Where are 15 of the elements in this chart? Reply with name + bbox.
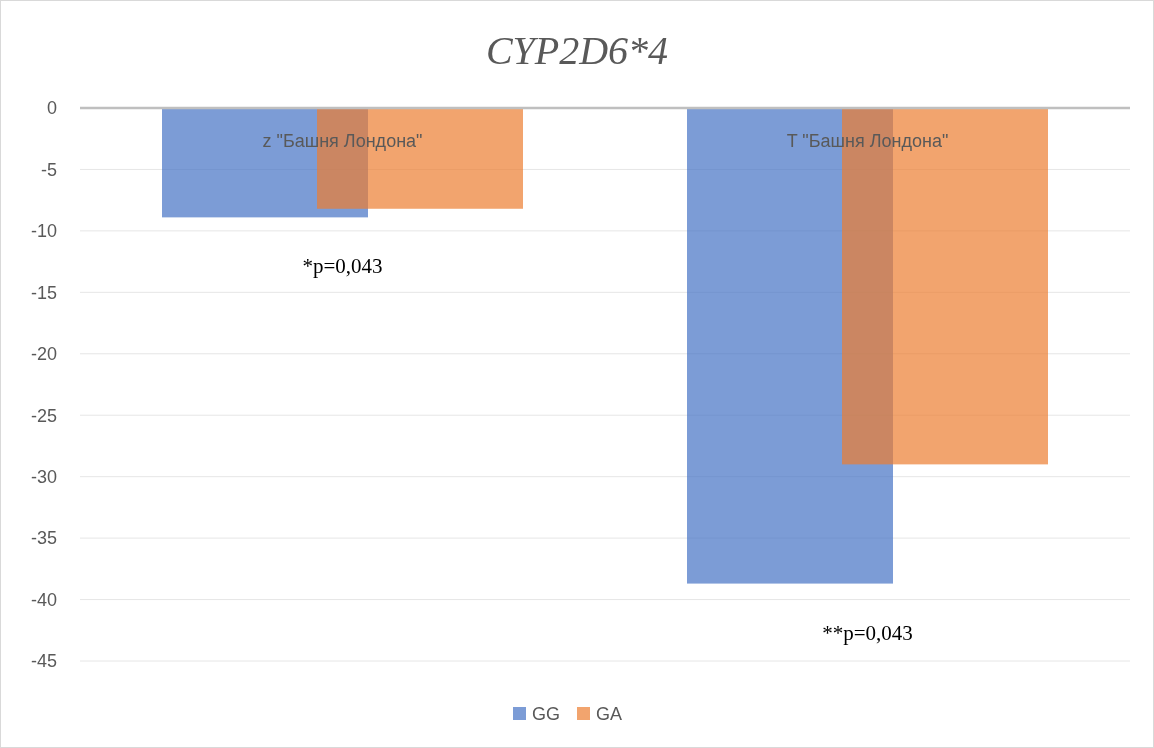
- y-tick-label: -10: [30, 221, 57, 242]
- annotation: *p=0,043: [302, 254, 383, 279]
- y-tick-label: 0: [46, 98, 57, 119]
- y-tick-label: -25: [30, 405, 57, 426]
- y-tick-label: -40: [30, 589, 57, 610]
- chart-title: CYP2D6*4: [485, 28, 669, 73]
- y-tick-label: -35: [30, 528, 57, 549]
- y-tick-label: -30: [30, 466, 57, 487]
- legend-label: GG: [532, 704, 561, 725]
- y-tick-label: -20: [30, 344, 57, 365]
- annotation: **p=0,043: [822, 620, 913, 645]
- y-tick-label: -5: [40, 159, 57, 180]
- y-tick-label: -45: [30, 651, 57, 672]
- y-tick-label: -15: [30, 282, 57, 303]
- legend-label: GA: [596, 704, 623, 725]
